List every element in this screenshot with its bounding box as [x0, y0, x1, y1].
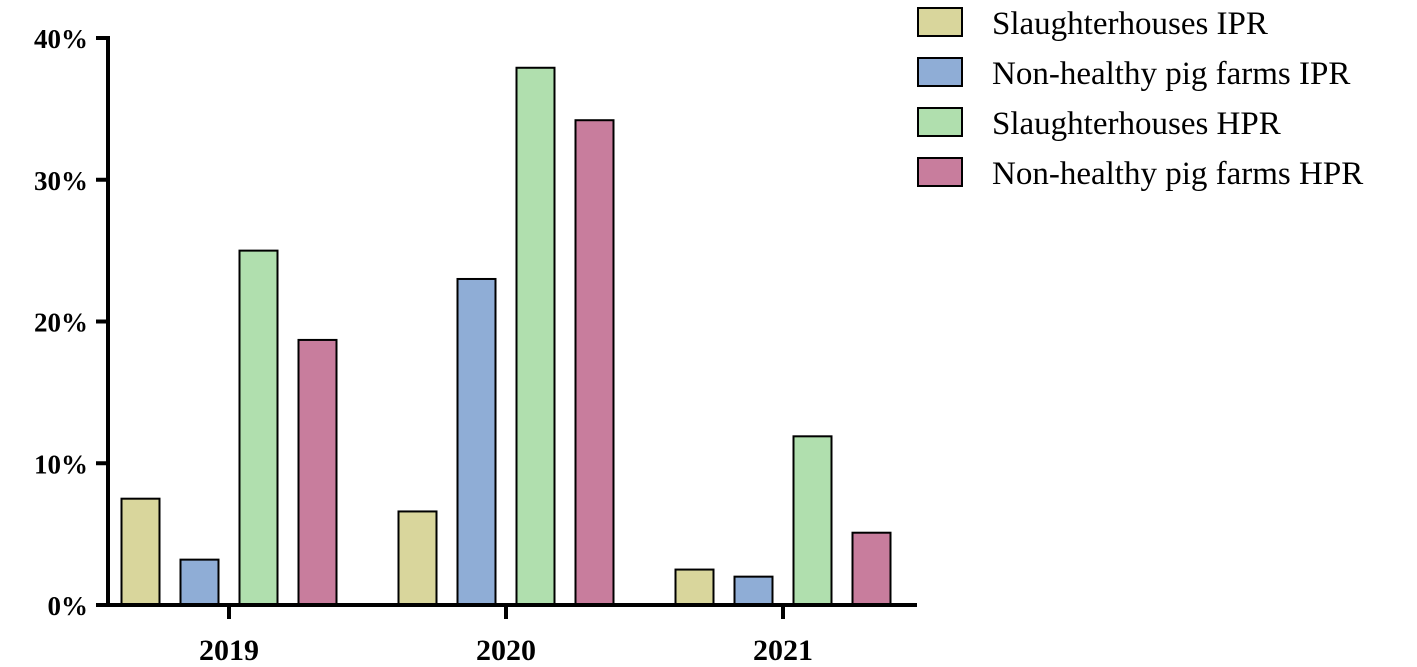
- legend-label: Slaughterhouses IPR: [992, 6, 1268, 42]
- bar: [674, 568, 715, 606]
- legend-swatch: [917, 107, 963, 137]
- y-tick-label: 0%: [48, 591, 89, 621]
- bars-layer: [120, 66, 892, 607]
- legend-swatch: [917, 157, 963, 187]
- bar: [851, 531, 892, 607]
- legend-label: Non-healthy pig farms IPR: [992, 56, 1350, 92]
- legend-label: Slaughterhouses HPR: [992, 106, 1281, 142]
- bar: [456, 277, 497, 606]
- legend-label: Non-healthy pig farms HPR: [992, 156, 1363, 192]
- bar: [297, 338, 338, 606]
- bar: [792, 435, 833, 606]
- y-tick-label: 10%: [34, 449, 88, 479]
- y-tick-label: 30%: [34, 166, 88, 196]
- bar: [120, 497, 161, 606]
- bar: [515, 66, 556, 606]
- x-axis-ticks: 2019 2020 2021: [199, 605, 813, 667]
- legend-swatch: [917, 57, 963, 87]
- x-tick-label: 2019: [199, 634, 259, 667]
- bar: [179, 558, 220, 607]
- bar: [397, 510, 438, 607]
- legend-swatch: [917, 7, 963, 37]
- x-tick-label: 2020: [476, 634, 536, 667]
- y-axis-ticks: 0% 10% 20% 30% 40%: [34, 24, 108, 621]
- bar: [238, 249, 279, 606]
- y-tick-label: 20%: [34, 308, 88, 338]
- y-tick-label: 40%: [34, 24, 88, 54]
- x-tick-label: 2021: [753, 634, 813, 667]
- bar: [733, 575, 774, 607]
- bar: [574, 119, 615, 606]
- legend: Slaughterhouses IPR Non-healthy pig farms…: [917, 6, 1363, 192]
